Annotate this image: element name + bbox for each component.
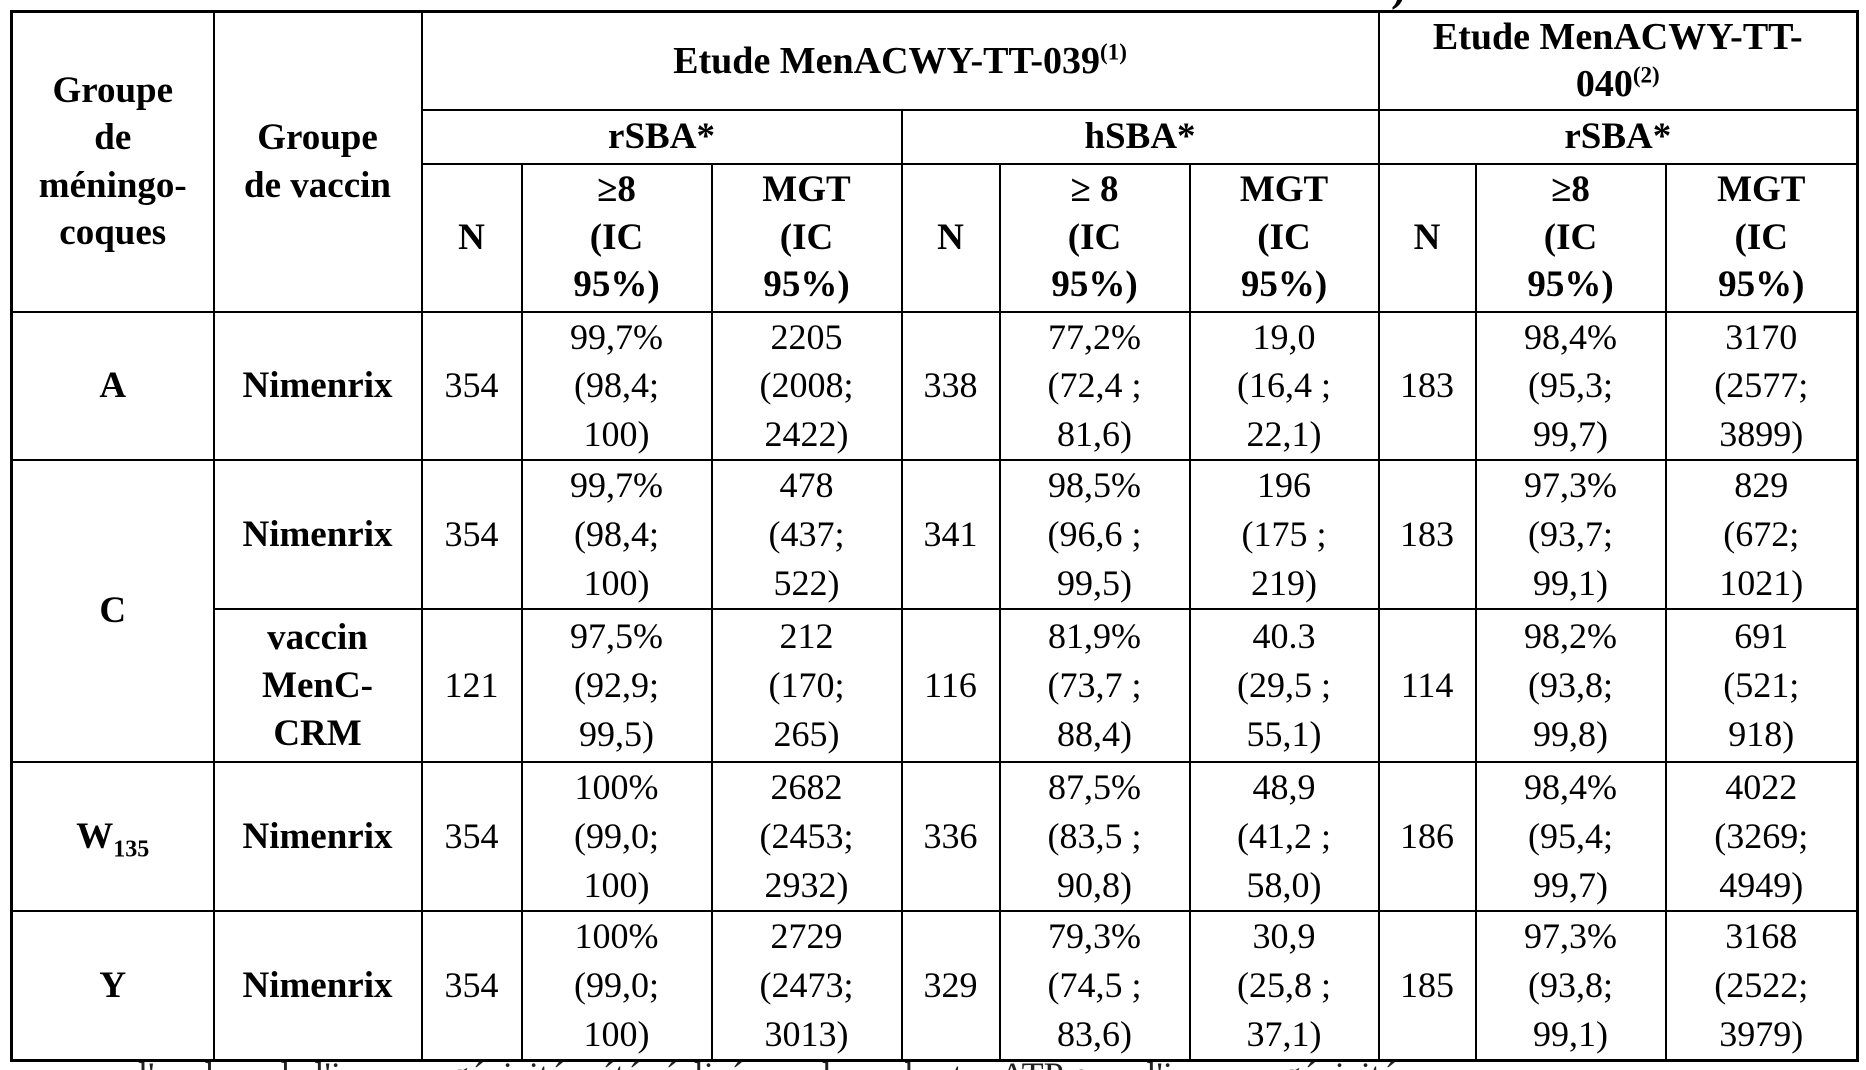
cell-value: 478 (437; 522) — [710, 459, 903, 611]
cell-value: 40.3 (29,5 ; 55,1) — [1188, 608, 1380, 764]
cell-value: 185 — [1377, 910, 1477, 1062]
cell-value: 186 — [1377, 761, 1477, 913]
cell-value: 336 — [900, 761, 1001, 913]
cell-value: 354 — [420, 761, 523, 913]
header-gte8-hsba-039: ≥ 8 (IC 95%) — [998, 162, 1191, 313]
header-n-hsba-039: N — [900, 162, 1001, 313]
cell-value: 354 — [420, 310, 523, 462]
header-row-assays: rSBA* hSBA* rSBA* — [12, 108, 1859, 165]
cell-value: 79,3% (74,5 ; 83,6) — [998, 910, 1191, 1062]
cell-value: 829 (672; 1021) — [1664, 459, 1859, 611]
group-w-subscript: 135 — [113, 836, 150, 863]
cell-value: 329 — [900, 910, 1001, 1062]
cell-value: 3170 (2577; 3899) — [1664, 310, 1859, 462]
cell-value: 87,5% (83,5 ; 90,8) — [998, 761, 1191, 913]
header-vaccine-group: Groupe de vaccin — [212, 10, 423, 313]
cell-value: 97,3% (93,7; 99,1) — [1474, 459, 1667, 611]
header-mgt-hsba-039: MGT (IC 95%) — [1188, 162, 1380, 313]
cell-value: 98,4% (95,3; 99,7) — [1474, 310, 1667, 462]
cut-off-title-remnant: ) — [1383, 0, 1429, 10]
header-study-040: Etude MenACWY-TT- 040(2) — [1377, 10, 1859, 111]
clipped-footnote-text: l'analyse de l'immunogénicité a été réal… — [138, 1057, 1838, 1070]
cell-value: 19,0 (16,4 ; 22,1) — [1188, 310, 1380, 462]
cell-value: 97,5% (92,9; 99,5) — [520, 608, 713, 764]
vaccine-label: vaccin MenC- CRM — [212, 608, 423, 764]
cell-value: 116 — [900, 608, 1001, 764]
header-n-rsba-040: N — [1377, 162, 1477, 313]
header-row-studies: Groupe de méningo- coques Groupe de vacc… — [10, 10, 1859, 313]
table-row-group-w135: W135 Nimenrix 354 100% (99,0; 100) 2682 … — [10, 761, 1859, 913]
header-gte8-rsba-040: ≥8 (IC 95%) — [1474, 162, 1667, 313]
group-label-w135: W135 — [10, 761, 215, 913]
cell-value: 341 — [900, 459, 1001, 611]
study-040-title-line2: 040 — [1575, 62, 1633, 105]
header-mgt-rsba-040: MGT (IC 95%) — [1664, 162, 1859, 313]
header-mgt-rsba-039: MGT (IC 95%) — [710, 162, 903, 313]
group-label-a: A — [10, 310, 215, 462]
vaccine-label: Nimenrix — [212, 910, 423, 1062]
cell-value: 196 (175 ; 219) — [1188, 459, 1380, 611]
cell-value: 99,7% (98,4; 100) — [520, 310, 713, 462]
cell-value: 4022 (3269; 4949) — [1664, 761, 1859, 913]
cell-value: 99,7% (98,4; 100) — [520, 459, 713, 611]
cell-value: 2205 (2008; 2422) — [710, 310, 903, 462]
vaccine-label: Nimenrix — [212, 310, 423, 462]
study-040-title-line1: Etude MenACWY-TT- — [1432, 16, 1803, 59]
cell-value: 2729 (2473; 3013) — [710, 910, 903, 1062]
cell-value: 183 — [1377, 459, 1477, 611]
table-row-group-y: Y Nimenrix 354 100% (99,0; 100) 2729 (24… — [10, 910, 1859, 1062]
header-assay-hsba-039: hSBA* — [900, 108, 1380, 165]
cell-value: 2682 (2453; 2932) — [710, 761, 903, 913]
immunogenicity-table: Groupe de méningo- coques Groupe de vacc… — [10, 10, 1860, 1063]
cell-value: 100% (99,0; 100) — [520, 761, 713, 913]
study-039-title: Etude MenACWY-TT-039 — [673, 39, 1101, 82]
header-n-rsba-039: N — [420, 162, 523, 313]
header-study-039: Etude MenACWY-TT-039(1) — [420, 10, 1380, 111]
cell-value: 121 — [420, 608, 523, 764]
header-row-measures: N ≥8 (IC 95%) MGT (IC 95%) N ≥ 8 (IC 95%… — [12, 162, 1859, 313]
group-w-main: W — [76, 815, 114, 857]
header-assay-rsba-039: rSBA* — [420, 108, 903, 165]
cell-value: 212 (170; 265) — [710, 608, 903, 764]
cell-value: 98,5% (96,6 ; 99,5) — [998, 459, 1191, 611]
cell-value: 354 — [420, 459, 523, 611]
cell-value: 114 — [1377, 608, 1477, 764]
vaccine-label: Nimenrix — [212, 761, 423, 913]
cell-value: 81,9% (73,7 ; 88,4) — [998, 608, 1191, 764]
cell-value: 98,2% (93,8; 99,8) — [1474, 608, 1667, 764]
cell-value: 338 — [900, 310, 1001, 462]
vaccine-label: Nimenrix — [212, 459, 423, 611]
cell-value: 48,9 (41,2 ; 58,0) — [1188, 761, 1380, 913]
header-gte8-rsba-039: ≥8 (IC 95%) — [520, 162, 713, 313]
table-row-group-a: A Nimenrix 354 99,7% (98,4; 100) 2205 (2… — [10, 310, 1859, 462]
group-label-y: Y — [10, 910, 215, 1062]
cell-value: 100% (99,0; 100) — [520, 910, 713, 1062]
header-assay-rsba-040: rSBA* — [1377, 108, 1859, 165]
table-row-group-c-menc-crm: vaccin MenC- CRM 121 97,5% (92,9; 99,5) … — [12, 608, 1859, 764]
cut-off-title-text: ) — [1391, 0, 1406, 10]
cell-value: 691 (521; 918) — [1664, 608, 1859, 764]
cell-value: 354 — [420, 910, 523, 1062]
cell-value: 77,2% (72,4 ; 81,6) — [998, 310, 1191, 462]
cell-value: 183 — [1377, 310, 1477, 462]
cell-value: 3168 (2522; 3979) — [1664, 910, 1859, 1062]
cell-value: 97,3% (93,8; 99,1) — [1474, 910, 1667, 1062]
cell-value: 30,9 (25,8 ; 37,1) — [1188, 910, 1380, 1062]
cell-value: 98,4% (95,4; 99,7) — [1474, 761, 1667, 913]
study-039-footnote-ref: (1) — [1100, 38, 1127, 64]
group-label-c: C — [10, 459, 215, 764]
study-040-footnote-ref: (2) — [1632, 62, 1660, 88]
header-meningococcal-group: Groupe de méningo- coques — [10, 10, 215, 313]
table-row-group-c-nimenrix: C Nimenrix 354 99,7% (98,4; 100) 478 (43… — [10, 459, 1859, 764]
